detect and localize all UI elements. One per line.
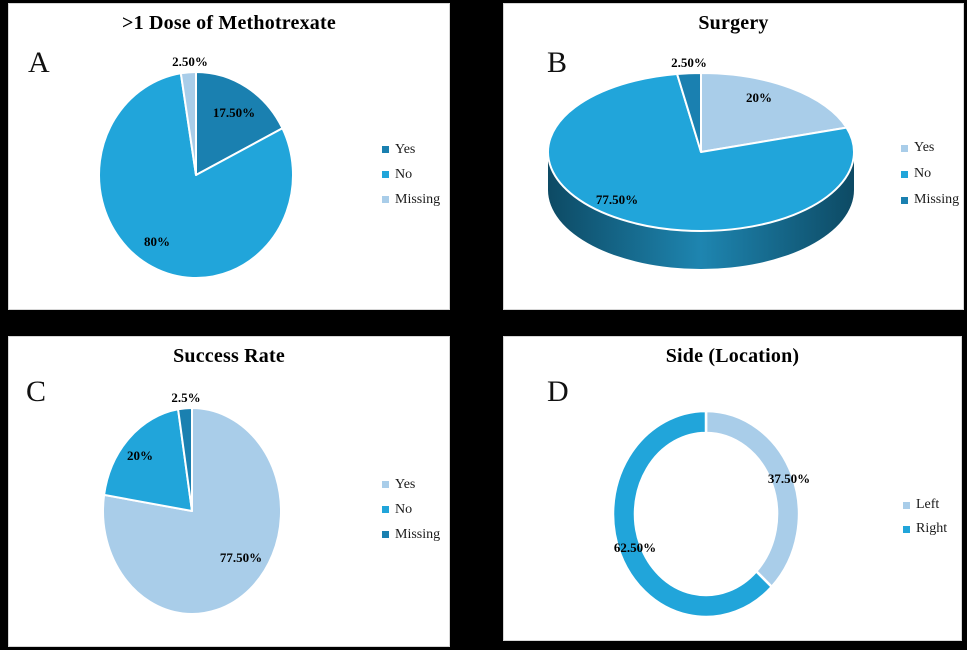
pie-slice-missing <box>177 407 193 512</box>
legend-swatch-yes <box>382 481 389 488</box>
legend-label-no: No <box>395 501 413 517</box>
legend-swatch-no <box>382 506 389 513</box>
legend-item-right: Right <box>903 517 947 541</box>
chart-title: Side (Location) <box>665 345 800 367</box>
pie-slice-no <box>103 408 193 512</box>
legend-item-missing: Missing <box>382 187 440 212</box>
panel-side-location: Side (Location) D 37.50% 62.50% Left Rig… <box>503 336 962 641</box>
data-label-no: 77.50% <box>595 192 639 207</box>
legend-label-no: No <box>914 166 932 181</box>
legend-item-missing: Missing <box>901 187 959 213</box>
data-label-missing: 2.5% <box>171 390 201 405</box>
legend: Yes No Missing <box>901 135 959 213</box>
chart-title: Surgery <box>698 12 769 34</box>
legend-label-no: No <box>395 166 413 182</box>
panel-letter-d: D <box>547 375 569 408</box>
chart-title: Success Rate <box>173 345 285 367</box>
legend-swatch-no <box>901 170 908 178</box>
legend-item-no: No <box>382 162 440 187</box>
legend-item-left: Left <box>903 493 947 517</box>
pie-slice-missing <box>676 71 702 153</box>
data-label-missing: 2.50% <box>671 55 707 70</box>
legend-label-missing: Missing <box>395 526 441 542</box>
legend: Yes No Missing <box>382 137 440 212</box>
legend-swatch-missing <box>382 196 389 203</box>
legend-swatch-right <box>903 525 910 533</box>
legend-swatch-yes <box>382 146 389 153</box>
panel-letter-a: A <box>28 46 50 79</box>
legend-label-missing: Missing <box>914 192 960 207</box>
donut-chart-side <box>611 409 801 619</box>
pie-slice-right <box>611 409 774 619</box>
pie-slice-yes <box>700 72 848 153</box>
legend-swatch-no <box>382 171 389 178</box>
pie-slice-yes <box>102 407 282 615</box>
data-label-missing: 2.50% <box>172 54 208 69</box>
pie-chart-surgery <box>547 71 855 269</box>
data-label-left: 37.50% <box>767 471 811 486</box>
legend-swatch-left <box>903 501 910 509</box>
pie-slice-yes <box>195 71 284 176</box>
data-label-no: 20% <box>127 448 153 463</box>
legend-label-yes: Yes <box>395 141 416 157</box>
panel-letter-b: B <box>547 46 568 79</box>
panel-methotrexate: >1 Dose of Methotrexate A 2.50% 17.50% 8… <box>8 3 450 310</box>
data-label-yes: 17.50% <box>212 105 256 120</box>
chart-title: >1 Dose of Methotrexate <box>122 12 336 34</box>
legend-label-yes: Yes <box>395 476 416 492</box>
data-label-yes: 77.50% <box>219 550 263 565</box>
panel-surgery: Surgery B 2.50% 20% 77.50% Yes No Missin… <box>503 3 964 310</box>
legend-item-yes: Yes <box>382 137 440 162</box>
legend-swatch-yes <box>901 144 908 152</box>
data-label-right: 62.50% <box>613 540 657 555</box>
legend-label-left: Left <box>916 497 940 512</box>
pie-slice-left <box>704 409 801 589</box>
pie-chart-success-rate <box>102 407 282 615</box>
legend-label-yes: Yes <box>914 140 935 155</box>
legend-item-missing: Missing <box>382 522 440 547</box>
legend: Left Right <box>903 493 947 541</box>
legend-item-no: No <box>901 161 959 187</box>
legend-label-missing: Missing <box>395 191 441 207</box>
legend-label-right: Right <box>916 521 948 536</box>
pie-slice-missing <box>179 71 197 176</box>
panel-letter-c: C <box>26 375 47 408</box>
legend-item-yes: Yes <box>901 135 959 161</box>
legend-item-yes: Yes <box>382 472 440 497</box>
legend-swatch-missing <box>901 196 908 204</box>
panel-success-rate: Success Rate C 2.5% 20% 77.50% Yes No Mi… <box>8 336 450 647</box>
legend-swatch-missing <box>382 531 389 538</box>
data-label-yes: 20% <box>746 90 772 105</box>
legend: Yes No Missing <box>382 472 440 547</box>
legend-item-no: No <box>382 497 440 522</box>
pie-chart-methotrexate <box>98 71 294 279</box>
data-label-no: 80% <box>144 234 170 249</box>
